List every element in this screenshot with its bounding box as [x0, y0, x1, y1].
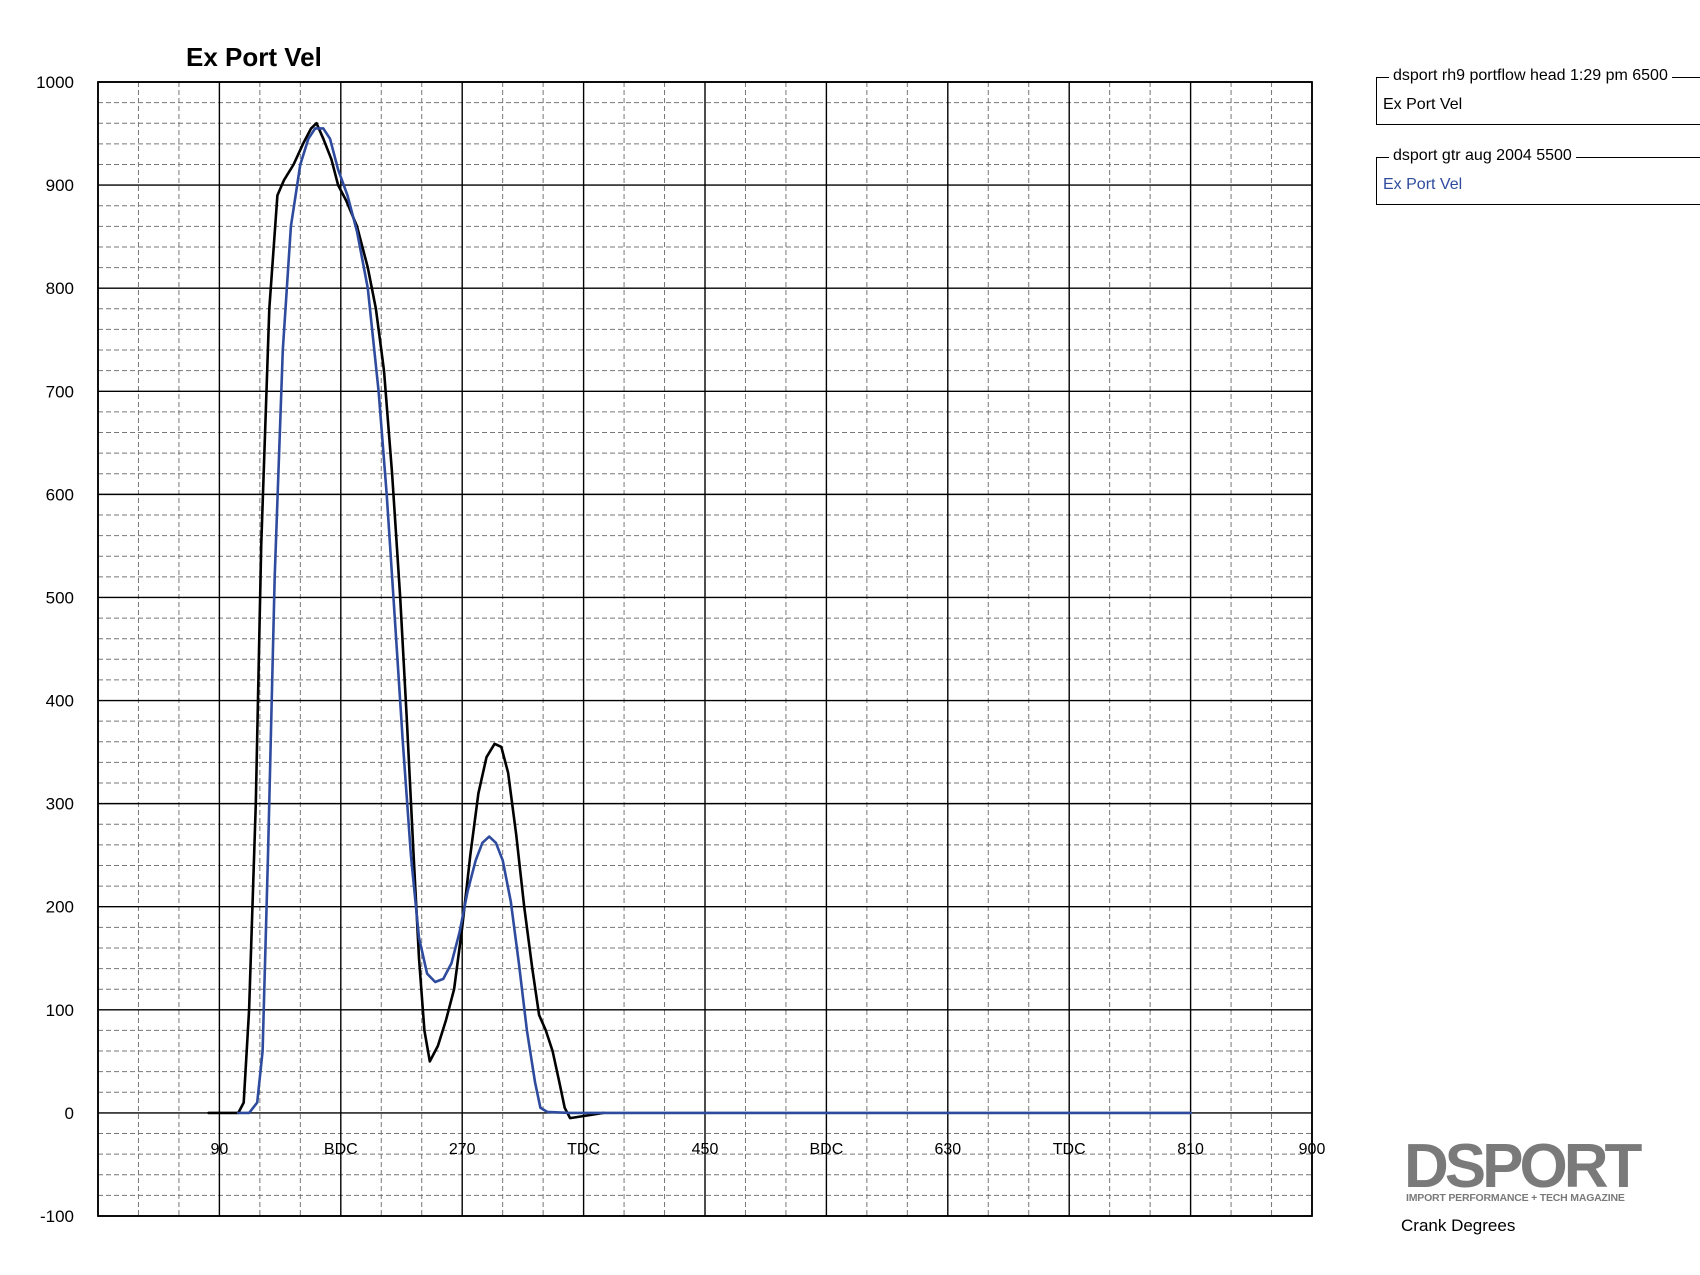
y-tick-label: 800 [46, 279, 74, 298]
legend-series-label: Ex Port Vel [1383, 96, 1463, 113]
legend-entry-2: dsport gtr aug 2004 5500 Ex Port Vel [1376, 147, 1700, 205]
logo-wordmark: DSPORT [1404, 1132, 1642, 1201]
logo-tagline: IMPORT PERFORMANCE + TECH MAGAZINE [1406, 1192, 1625, 1204]
x-tick-label: TDC [1053, 1141, 1086, 1158]
x-tick-label: 450 [692, 1141, 719, 1158]
y-tick-label: 400 [46, 692, 74, 711]
x-tick-label: 90 [211, 1141, 229, 1158]
x-tick-label: 630 [934, 1141, 961, 1158]
legend-series-name: dsport rh9 portflow head 1:29 pm 6500 [1389, 67, 1672, 85]
x-axis-label: Crank Degrees [1401, 1216, 1516, 1235]
major-grid [97, 81, 1313, 1217]
series-line-2 [237, 127, 1192, 1115]
x-tick-label: TDC [567, 1141, 600, 1158]
y-tick-label: 900 [46, 176, 74, 195]
x-tick-label: BDC [810, 1141, 844, 1158]
dsport-logo: DSPORT IMPORT PERFORMANCE + TECH MAGAZIN… [1404, 1136, 1690, 1206]
plot-frame [97, 81, 1313, 1217]
x-axis-ticks: 90 BDC 270 TDC 450 BDC 630 TDC 810 900 [211, 1141, 1326, 1158]
y-tick-label: 0 [65, 1104, 74, 1123]
y-tick-label: 700 [46, 382, 74, 401]
chart-title: Ex Port Vel [186, 42, 322, 72]
series-line-1 [207, 121, 606, 1120]
y-tick-label: 100 [46, 1001, 74, 1020]
y-tick-label: 500 [46, 588, 74, 607]
y-axis-ticks: -100 0 100 200 300 400 500 600 700 800 900 1000 [36, 73, 74, 1226]
x-tick-label: BDC [324, 1141, 358, 1158]
y-tick-label: -100 [40, 1207, 74, 1226]
x-tick-label: 270 [449, 1141, 476, 1158]
x-tick-label: 810 [1177, 1141, 1204, 1158]
series-lines [207, 121, 1192, 1120]
legend-series-name: dsport gtr aug 2004 5500 [1389, 147, 1576, 165]
y-tick-label: 300 [46, 795, 74, 814]
legend-series-label: Ex Port Vel [1383, 176, 1463, 193]
y-tick-label: 200 [46, 898, 74, 917]
y-tick-label: 1000 [36, 73, 74, 92]
y-tick-label: 600 [46, 485, 74, 504]
x-tick-label: 900 [1299, 1141, 1326, 1158]
legend-entry-1: dsport rh9 portflow head 1:29 pm 6500 Ex… [1376, 67, 1700, 125]
